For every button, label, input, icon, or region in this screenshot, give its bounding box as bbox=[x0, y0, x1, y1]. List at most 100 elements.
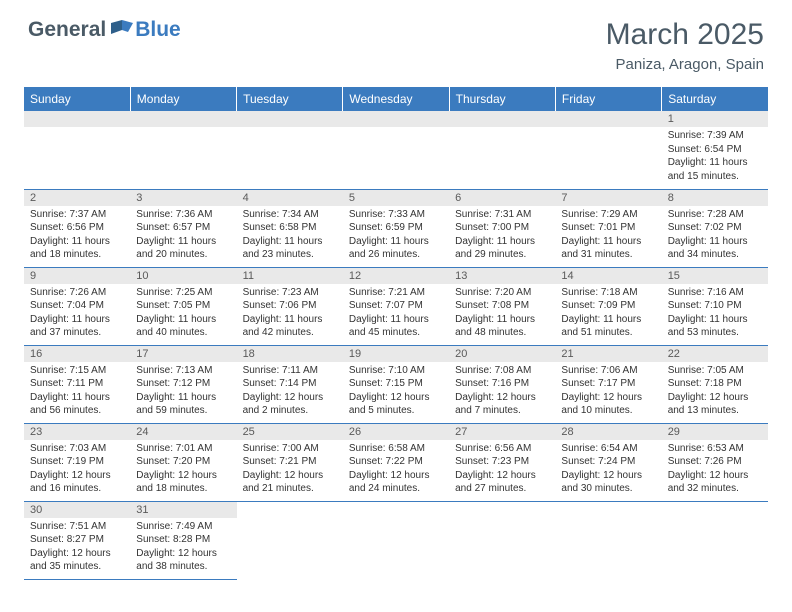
day-details: Sunrise: 7:11 AMSunset: 7:14 PMDaylight:… bbox=[237, 362, 343, 422]
calendar-cell: 7Sunrise: 7:29 AMSunset: 7:01 PMDaylight… bbox=[555, 189, 661, 267]
daylight-line: Daylight: 12 hours and 18 minutes. bbox=[136, 469, 230, 496]
day-details: Sunrise: 7:31 AMSunset: 7:00 PMDaylight:… bbox=[449, 206, 555, 266]
sunset-line: Sunset: 6:58 PM bbox=[243, 221, 337, 235]
sunset-line: Sunset: 7:18 PM bbox=[668, 377, 762, 391]
month-title: March 2025 bbox=[606, 18, 764, 52]
day-number: 31 bbox=[130, 502, 236, 518]
day-number: 29 bbox=[662, 424, 768, 440]
sunset-line: Sunset: 7:07 PM bbox=[349, 299, 443, 313]
calendar-cell: 23Sunrise: 7:03 AMSunset: 7:19 PMDayligh… bbox=[24, 423, 130, 501]
day-details: Sunrise: 7:51 AMSunset: 8:27 PMDaylight:… bbox=[24, 518, 130, 578]
day-details: Sunrise: 7:13 AMSunset: 7:12 PMDaylight:… bbox=[130, 362, 236, 422]
day-details: Sunrise: 7:16 AMSunset: 7:10 PMDaylight:… bbox=[662, 284, 768, 344]
day-details: Sunrise: 7:33 AMSunset: 6:59 PMDaylight:… bbox=[343, 206, 449, 266]
daylight-line: Daylight: 11 hours and 40 minutes. bbox=[136, 313, 230, 340]
day-number: 27 bbox=[449, 424, 555, 440]
day-details: Sunrise: 7:06 AMSunset: 7:17 PMDaylight:… bbox=[555, 362, 661, 422]
day-number: 14 bbox=[555, 268, 661, 284]
calendar-cell: 12Sunrise: 7:21 AMSunset: 7:07 PMDayligh… bbox=[343, 267, 449, 345]
day-details: Sunrise: 7:15 AMSunset: 7:11 PMDaylight:… bbox=[24, 362, 130, 422]
calendar-cell: 17Sunrise: 7:13 AMSunset: 7:12 PMDayligh… bbox=[130, 345, 236, 423]
day-details: Sunrise: 6:54 AMSunset: 7:24 PMDaylight:… bbox=[555, 440, 661, 500]
day-number: 20 bbox=[449, 346, 555, 362]
day-details: Sunrise: 7:29 AMSunset: 7:01 PMDaylight:… bbox=[555, 206, 661, 266]
calendar-cell: 22Sunrise: 7:05 AMSunset: 7:18 PMDayligh… bbox=[662, 345, 768, 423]
day-number: 4 bbox=[237, 190, 343, 206]
day-number: 9 bbox=[24, 268, 130, 284]
day-details: Sunrise: 7:25 AMSunset: 7:05 PMDaylight:… bbox=[130, 284, 236, 344]
sunset-line: Sunset: 6:59 PM bbox=[349, 221, 443, 235]
sunrise-line: Sunrise: 7:33 AM bbox=[349, 208, 443, 222]
sunrise-line: Sunrise: 7:11 AM bbox=[243, 364, 337, 378]
calendar-row: 9Sunrise: 7:26 AMSunset: 7:04 PMDaylight… bbox=[24, 267, 768, 345]
empty-daynum bbox=[555, 111, 661, 127]
calendar-cell: 13Sunrise: 7:20 AMSunset: 7:08 PMDayligh… bbox=[449, 267, 555, 345]
sunrise-line: Sunrise: 7:00 AM bbox=[243, 442, 337, 456]
daylight-line: Daylight: 11 hours and 48 minutes. bbox=[455, 313, 549, 340]
calendar-cell: 3Sunrise: 7:36 AMSunset: 6:57 PMDaylight… bbox=[130, 189, 236, 267]
calendar-row: 1Sunrise: 7:39 AMSunset: 6:54 PMDaylight… bbox=[24, 111, 768, 189]
daylight-line: Daylight: 11 hours and 23 minutes. bbox=[243, 235, 337, 262]
day-details: Sunrise: 7:39 AMSunset: 6:54 PMDaylight:… bbox=[662, 127, 768, 187]
sunrise-line: Sunrise: 7:06 AM bbox=[561, 364, 655, 378]
sunset-line: Sunset: 7:19 PM bbox=[30, 455, 124, 469]
calendar-cell: 6Sunrise: 7:31 AMSunset: 7:00 PMDaylight… bbox=[449, 189, 555, 267]
day-number: 23 bbox=[24, 424, 130, 440]
day-number: 11 bbox=[237, 268, 343, 284]
sunrise-line: Sunrise: 6:54 AM bbox=[561, 442, 655, 456]
day-number: 12 bbox=[343, 268, 449, 284]
calendar-cell bbox=[449, 501, 555, 579]
calendar-cell: 29Sunrise: 6:53 AMSunset: 7:26 PMDayligh… bbox=[662, 423, 768, 501]
daylight-line: Daylight: 11 hours and 42 minutes. bbox=[243, 313, 337, 340]
sunset-line: Sunset: 7:22 PM bbox=[349, 455, 443, 469]
daylight-line: Daylight: 12 hours and 30 minutes. bbox=[561, 469, 655, 496]
day-details: Sunrise: 7:08 AMSunset: 7:16 PMDaylight:… bbox=[449, 362, 555, 422]
day-number: 22 bbox=[662, 346, 768, 362]
title-block: March 2025 Paniza, Aragon, Spain bbox=[606, 18, 764, 73]
daylight-line: Daylight: 11 hours and 18 minutes. bbox=[30, 235, 124, 262]
sunrise-line: Sunrise: 7:20 AM bbox=[455, 286, 549, 300]
day-number: 26 bbox=[343, 424, 449, 440]
calendar-cell bbox=[237, 501, 343, 579]
calendar-cell: 20Sunrise: 7:08 AMSunset: 7:16 PMDayligh… bbox=[449, 345, 555, 423]
sunrise-line: Sunrise: 6:58 AM bbox=[349, 442, 443, 456]
sunrise-line: Sunrise: 7:37 AM bbox=[30, 208, 124, 222]
day-details: Sunrise: 7:00 AMSunset: 7:21 PMDaylight:… bbox=[237, 440, 343, 500]
day-details: Sunrise: 7:10 AMSunset: 7:15 PMDaylight:… bbox=[343, 362, 449, 422]
sunrise-line: Sunrise: 7:13 AM bbox=[136, 364, 230, 378]
sunset-line: Sunset: 7:08 PM bbox=[455, 299, 549, 313]
day-details: Sunrise: 7:28 AMSunset: 7:02 PMDaylight:… bbox=[662, 206, 768, 266]
daylight-line: Daylight: 12 hours and 32 minutes. bbox=[668, 469, 762, 496]
daylight-line: Daylight: 11 hours and 34 minutes. bbox=[668, 235, 762, 262]
sunrise-line: Sunrise: 7:29 AM bbox=[561, 208, 655, 222]
flag-icon bbox=[111, 20, 133, 41]
calendar-cell: 9Sunrise: 7:26 AMSunset: 7:04 PMDaylight… bbox=[24, 267, 130, 345]
day-details: Sunrise: 7:23 AMSunset: 7:06 PMDaylight:… bbox=[237, 284, 343, 344]
logo: General Blue bbox=[28, 18, 181, 42]
daylight-line: Daylight: 11 hours and 56 minutes. bbox=[30, 391, 124, 418]
sunrise-line: Sunrise: 6:56 AM bbox=[455, 442, 549, 456]
sunrise-line: Sunrise: 7:03 AM bbox=[30, 442, 124, 456]
calendar-cell: 31Sunrise: 7:49 AMSunset: 8:28 PMDayligh… bbox=[130, 501, 236, 579]
sunrise-line: Sunrise: 7:16 AM bbox=[668, 286, 762, 300]
calendar-row: 2Sunrise: 7:37 AMSunset: 6:56 PMDaylight… bbox=[24, 189, 768, 267]
daylight-line: Daylight: 12 hours and 24 minutes. bbox=[349, 469, 443, 496]
calendar-table: Sunday Monday Tuesday Wednesday Thursday… bbox=[24, 87, 768, 580]
calendar-cell: 1Sunrise: 7:39 AMSunset: 6:54 PMDaylight… bbox=[662, 111, 768, 189]
calendar-row: 23 Sunrise: 7:03 AMSunset: 7:19 PM Dayligh… bbox=[24, 423, 768, 501]
calendar-cell: 8Sunrise: 7:28 AMSunset: 7:02 PMDaylight… bbox=[662, 189, 768, 267]
daylight-line: Daylight: 12 hours and 10 minutes. bbox=[561, 391, 655, 418]
sunset-line: Sunset: 7:23 PM bbox=[455, 455, 549, 469]
daylight-line: Daylight: 12 hours and 13 minutes. bbox=[668, 391, 762, 418]
sunrise-line: Sunrise: 7:36 AM bbox=[136, 208, 230, 222]
empty-daynum bbox=[449, 111, 555, 127]
sunrise-line: Sunrise: 7:01 AM bbox=[136, 442, 230, 456]
day-details: Sunrise: 7:05 AMSunset: 7:18 PMDaylight:… bbox=[662, 362, 768, 422]
calendar-cell: 10Sunrise: 7:25 AMSunset: 7:05 PMDayligh… bbox=[130, 267, 236, 345]
sunset-line: Sunset: 7:02 PM bbox=[668, 221, 762, 235]
day-number: 8 bbox=[662, 190, 768, 206]
day-number: 21 bbox=[555, 346, 661, 362]
empty-daynum bbox=[237, 111, 343, 127]
sunset-line: Sunset: 7:06 PM bbox=[243, 299, 337, 313]
day-number: 28 bbox=[555, 424, 661, 440]
